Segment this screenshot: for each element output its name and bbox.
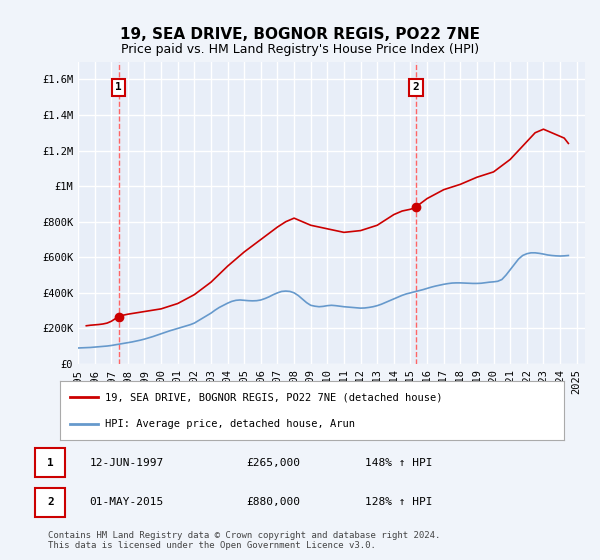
Text: 1: 1 [115,82,122,92]
Text: 2: 2 [47,497,53,507]
Text: Price paid vs. HM Land Registry's House Price Index (HPI): Price paid vs. HM Land Registry's House … [121,43,479,56]
Text: 148% ↑ HPI: 148% ↑ HPI [365,458,432,468]
FancyBboxPatch shape [35,448,65,477]
Text: 01-MAY-2015: 01-MAY-2015 [89,497,164,507]
Text: Contains HM Land Registry data © Crown copyright and database right 2024.
This d: Contains HM Land Registry data © Crown c… [48,531,440,550]
Text: 1: 1 [47,458,53,468]
Text: 2: 2 [413,82,419,92]
Text: £880,000: £880,000 [246,497,300,507]
Text: £265,000: £265,000 [246,458,300,468]
Text: 19, SEA DRIVE, BOGNOR REGIS, PO22 7NE (detached house): 19, SEA DRIVE, BOGNOR REGIS, PO22 7NE (d… [106,392,443,402]
Text: 128% ↑ HPI: 128% ↑ HPI [365,497,432,507]
Text: 19, SEA DRIVE, BOGNOR REGIS, PO22 7NE: 19, SEA DRIVE, BOGNOR REGIS, PO22 7NE [120,27,480,42]
Text: HPI: Average price, detached house, Arun: HPI: Average price, detached house, Arun [106,419,355,429]
FancyBboxPatch shape [35,488,65,517]
Text: 12-JUN-1997: 12-JUN-1997 [89,458,164,468]
